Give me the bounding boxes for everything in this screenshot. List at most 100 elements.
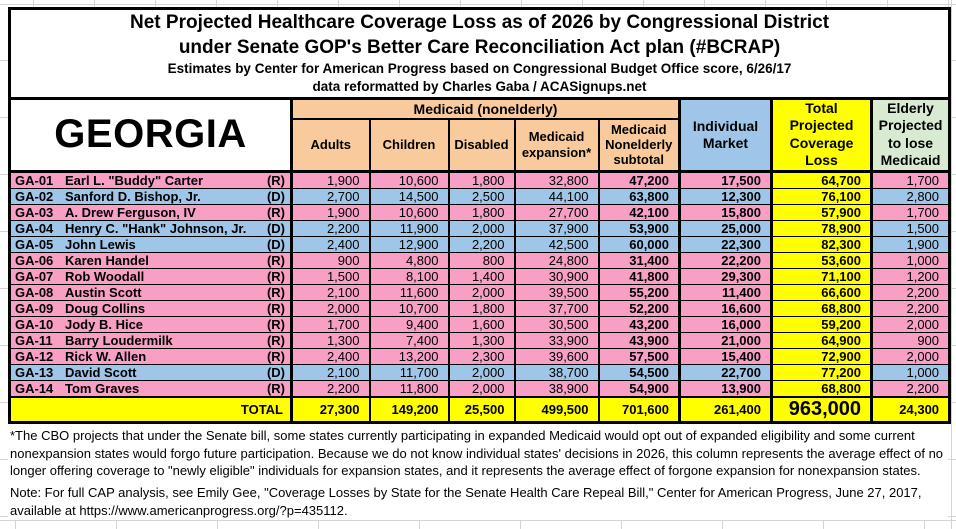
value-medicaid-expansion: 24,800 xyxy=(513,251,600,269)
value-medicaid-expansion: 32,800 xyxy=(513,170,600,189)
value-adults: 2,400 xyxy=(290,235,371,253)
district-row: GA-13 David Scott (D) 2,100 11,700 2,000… xyxy=(8,363,951,381)
representative-cell: GA-01 Earl L. "Buddy" Carter (R) xyxy=(8,170,293,189)
district-label: GA-11 xyxy=(15,332,53,348)
value-adults: 2,700 xyxy=(290,187,371,205)
value-medicaid-subtotal: 55,200 xyxy=(597,283,681,301)
value-individual-market: 12,300 xyxy=(678,187,773,205)
value-disabled: 1,600 xyxy=(447,315,516,333)
value-adults: 1,900 xyxy=(290,203,371,221)
district-label: GA-04 xyxy=(15,220,54,236)
table-title-block: Net Projected Healthcare Coverage Loss a… xyxy=(7,7,952,100)
value-medicaid-subtotal: 52,200 xyxy=(597,299,681,317)
party-label: (R) xyxy=(266,316,285,332)
value-children: 10,700 xyxy=(368,299,450,317)
representative-cell: GA-11 Barry Loudermilk (R) xyxy=(8,331,293,349)
coverage-loss-table: Net Projected Healthcare Coverage Loss a… xyxy=(7,7,952,424)
representative-cell: GA-10 Jody B. Hice (R) xyxy=(8,315,293,333)
value-medicaid-subtotal: 41,800 xyxy=(597,267,681,285)
title-line-4: data reformatted by Charles Gaba / ACASi… xyxy=(312,79,647,95)
value-medicaid-expansion: 44,100 xyxy=(513,187,600,205)
value-elderly: 900 xyxy=(870,331,951,349)
district-label: GA-10 xyxy=(15,316,54,332)
value-adults: 2,200 xyxy=(290,219,371,237)
representative-cell: GA-06 Karen Handel (R) xyxy=(8,251,293,269)
value-total-loss: 72,900 xyxy=(770,347,873,365)
district-label: GA-14 xyxy=(15,380,54,396)
party-label: (R) xyxy=(266,172,285,188)
column-header-individual-market: Individual Market xyxy=(678,97,773,173)
value-elderly: 1,200 xyxy=(870,267,951,285)
value-medicaid-subtotal: 57,500 xyxy=(597,347,681,365)
district-label: GA-02 xyxy=(15,188,54,204)
party-label: (D) xyxy=(266,364,285,380)
value-medicaid-expansion: 39,600 xyxy=(513,347,600,365)
value-medicaid-subtotal: 43,200 xyxy=(597,315,681,333)
value-medicaid-expansion: 33,900 xyxy=(513,331,600,349)
value-medicaid-subtotal: 31,400 xyxy=(597,251,681,269)
value-individual-market: 11,400 xyxy=(678,283,773,301)
representative-name: Karen Handel xyxy=(65,252,149,268)
value-individual-market: 22,700 xyxy=(678,363,773,381)
value-medicaid-subtotal: 54,900 xyxy=(597,379,681,398)
value-children: 14,500 xyxy=(368,187,450,205)
value-medicaid-subtotal: 43,900 xyxy=(597,331,681,349)
party-label: (R) xyxy=(266,332,285,348)
value-individual-market: 29,300 xyxy=(678,267,773,285)
value-individual-market: 22,300 xyxy=(678,235,773,253)
value-adults: 900 xyxy=(290,251,371,269)
column-header-children: Children xyxy=(368,118,450,173)
value-elderly: 1,900 xyxy=(870,235,951,253)
district-label: GA-05 xyxy=(15,236,54,252)
party-label: (D) xyxy=(266,188,285,204)
value-disabled: 2,000 xyxy=(447,219,516,237)
representative-cell: GA-09 Doug Collins (R) xyxy=(8,299,293,317)
value-total-loss: 82,300 xyxy=(770,235,873,253)
value-medicaid-subtotal: 42,100 xyxy=(597,203,681,221)
district-label: GA-06 xyxy=(15,252,54,268)
value-medicaid-subtotal: 60,000 xyxy=(597,235,681,253)
value-total-loss: 53,600 xyxy=(770,251,873,269)
district-label: GA-08 xyxy=(15,284,54,300)
value-elderly: 2,200 xyxy=(870,283,951,301)
column-header-disabled: Disabled xyxy=(447,118,516,173)
representative-name: Rob Woodall xyxy=(65,268,145,284)
district-row: GA-05 John Lewis (D) 2,400 12,900 2,200 … xyxy=(8,235,951,253)
district-row: GA-12 Rick W. Allen (R) 2,400 13,200 2,3… xyxy=(8,347,951,365)
spreadsheet-gridlines-top xyxy=(0,0,956,7)
value-disabled: 1,800 xyxy=(447,203,516,221)
column-header-medicaid-subtotal: Medicaid Nonelderly subtotal xyxy=(597,118,681,173)
value-adults: 2,400 xyxy=(290,347,371,365)
value-elderly: 1,000 xyxy=(870,363,951,381)
value-total-loss: 71,100 xyxy=(770,267,873,285)
district-row: GA-14 Tom Graves (R) 2,200 11,800 2,000 … xyxy=(8,379,951,398)
district-label: GA-01 xyxy=(15,172,54,188)
value-disabled: 2,300 xyxy=(447,347,516,365)
total-label: TOTAL xyxy=(8,395,293,424)
district-row: GA-09 Doug Collins (R) 2,000 10,700 1,80… xyxy=(8,299,951,317)
district-row: GA-10 Jody B. Hice (R) 1,700 9,400 1,600… xyxy=(8,315,951,333)
representative-cell: GA-02 Sanford D. Bishop, Jr. (D) xyxy=(8,187,293,205)
value-adults: 1,300 xyxy=(290,331,371,349)
representative-cell: GA-04 Henry C. "Hank" Johnson, Jr. (D) xyxy=(8,219,293,237)
value-disabled: 2,000 xyxy=(447,283,516,301)
district-row: GA-08 Austin Scott (R) 2,100 11,600 2,00… xyxy=(8,283,951,301)
district-label: GA-03 xyxy=(15,204,54,220)
value-medicaid-expansion: 39,500 xyxy=(513,283,600,301)
value-medicaid-subtotal: 53,900 xyxy=(597,219,681,237)
value-individual-market: 15,800 xyxy=(678,203,773,221)
value-disabled: 2,500 xyxy=(447,187,516,205)
value-medicaid-expansion: 37,900 xyxy=(513,219,600,237)
representative-cell: GA-07 Rob Woodall (R) xyxy=(8,267,293,285)
value-elderly: 2,000 xyxy=(870,347,951,365)
value-elderly: 1,500 xyxy=(870,219,951,237)
value-elderly: 2,200 xyxy=(870,379,951,398)
district-row: GA-02 Sanford D. Bishop, Jr. (D) 2,700 1… xyxy=(8,187,951,205)
title-line-3: Estimates by Center for American Progres… xyxy=(167,61,792,77)
value-children: 10,600 xyxy=(368,170,450,189)
party-label: (D) xyxy=(266,220,285,236)
value-elderly: 2,200 xyxy=(870,299,951,317)
column-header-medicaid-expansion: Medicaid expansion* xyxy=(513,118,600,173)
value-adults: 2,100 xyxy=(290,363,371,381)
